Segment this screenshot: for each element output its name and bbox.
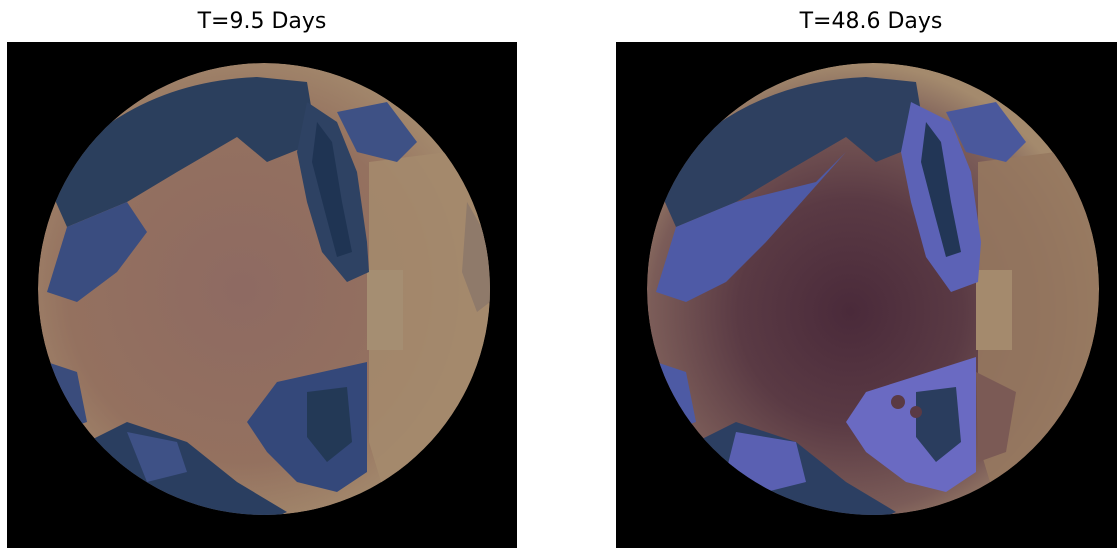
planet-image <box>616 42 1117 548</box>
planet-image-canvas <box>7 42 517 548</box>
planet-image-canvas <box>616 42 1117 548</box>
planet-image <box>7 42 517 548</box>
panel-title: T=48.6 Days <box>799 9 943 34</box>
panel-day-48-6: T=48.6 Days <box>616 0 1117 548</box>
panel-title: T=9.5 Days <box>197 9 327 34</box>
panel-day-9-5: T=9.5 Days <box>7 0 517 548</box>
